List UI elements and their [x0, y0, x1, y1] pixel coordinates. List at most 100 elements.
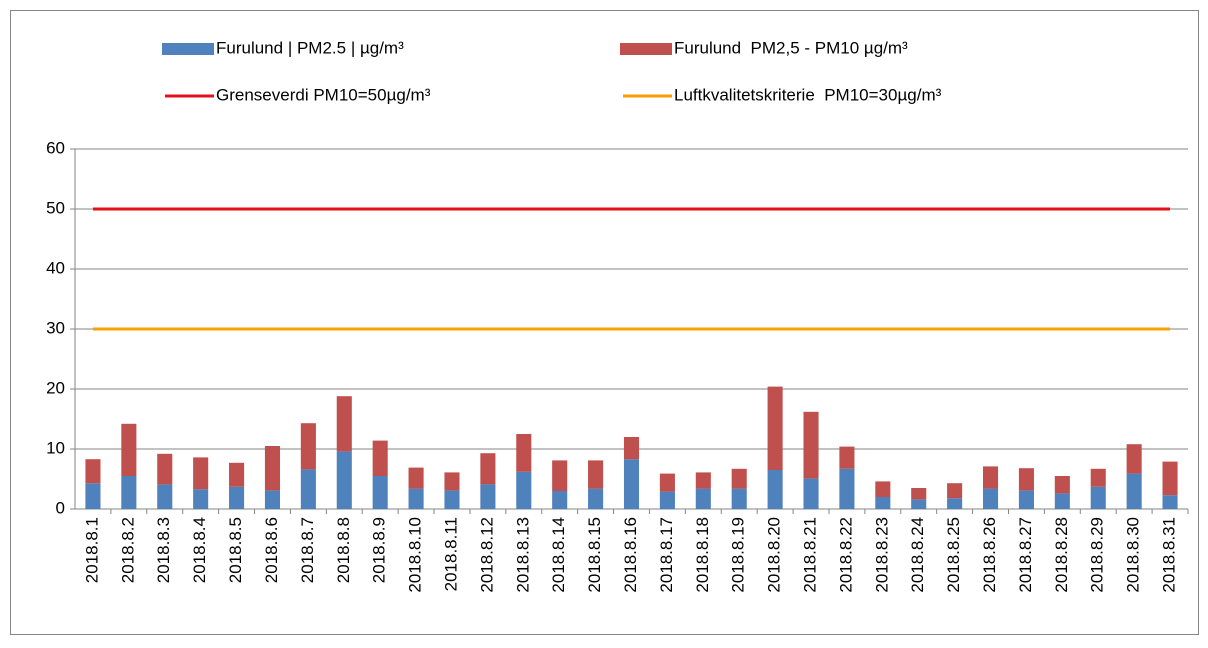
- x-tick-label: 2018.8.27: [1016, 517, 1035, 593]
- bar: [336, 451, 352, 509]
- x-tick-label: 2018.8.12: [477, 517, 496, 593]
- bar: [229, 462, 245, 487]
- bar: [480, 453, 496, 485]
- bar: [695, 472, 711, 489]
- x-tick-label: 2018.8.29: [1088, 517, 1107, 593]
- bar: [1054, 493, 1070, 509]
- bar: [1090, 486, 1106, 509]
- bar: [1090, 468, 1106, 487]
- bar: [803, 478, 819, 509]
- bar: [157, 484, 173, 509]
- bar: [516, 434, 532, 472]
- x-tick-label: 2018.8.31: [1160, 517, 1179, 593]
- bar: [659, 491, 675, 509]
- x-tick-label: 2018.8.16: [621, 517, 640, 593]
- bar: [588, 488, 604, 509]
- legend-label: Furulund PM2,5 - PM10 µg/m³: [674, 38, 908, 57]
- x-tick-label: 2018.8.6: [262, 517, 281, 583]
- bar: [1018, 468, 1034, 491]
- x-tick-label: 2018.8.14: [549, 517, 568, 593]
- bar: [1162, 461, 1178, 496]
- y-tick-label: 50: [46, 198, 65, 217]
- x-tick-label: 2018.8.10: [406, 517, 425, 593]
- bar: [372, 476, 388, 509]
- x-tick-label: 2018.8.15: [585, 517, 604, 593]
- bar: [480, 484, 496, 509]
- x-tick-label: 2018.8.19: [729, 517, 748, 593]
- bar: [264, 446, 281, 491]
- x-tick-label: 2018.8.2: [118, 517, 137, 583]
- bar: [121, 476, 137, 509]
- bar: [839, 446, 855, 469]
- x-tick-label: 2018.8.13: [513, 517, 532, 593]
- y-tick-label: 10: [46, 438, 65, 457]
- x-tick-label: 2018.8.9: [370, 517, 389, 583]
- bar: [1054, 476, 1070, 494]
- legend-label: Grenseverdi PM10=50µg/m³: [216, 85, 431, 104]
- bar: [408, 488, 424, 509]
- bar: [911, 499, 927, 509]
- x-tick-label: 2018.8.4: [190, 517, 209, 583]
- x-tick-label: 2018.8.18: [693, 517, 712, 593]
- bar: [516, 471, 532, 509]
- bar: [1126, 444, 1142, 474]
- x-tick-label: 2018.8.11: [441, 517, 460, 591]
- y-tick-label: 20: [46, 378, 65, 397]
- x-tick-label: 2018.8.21: [801, 517, 820, 593]
- x-tick-label: 2018.8.25: [944, 517, 963, 593]
- x-tick-label: 2018.8.1: [82, 517, 101, 583]
- bar: [947, 483, 963, 499]
- chart-border: [10, 10, 1199, 635]
- bar: [731, 488, 747, 509]
- bar: [121, 423, 137, 476]
- bar: [300, 423, 316, 470]
- bar: [336, 396, 352, 452]
- bar: [659, 473, 675, 492]
- bar: [229, 486, 245, 509]
- bar: [408, 467, 424, 489]
- bar: [193, 489, 209, 509]
- x-tick-label: 2018.8.17: [657, 517, 676, 593]
- bar: [767, 470, 783, 509]
- bar: [552, 460, 568, 491]
- bar: [875, 497, 891, 509]
- y-tick-label: 0: [56, 498, 65, 517]
- x-tick-label: 2018.8.30: [1124, 517, 1143, 593]
- bar: [982, 466, 999, 489]
- bar: [85, 459, 101, 484]
- y-tick-label: 30: [46, 318, 65, 337]
- legend-label: Furulund | PM2.5 | µg/m³: [216, 38, 404, 57]
- bar: [695, 488, 711, 509]
- x-tick-label: 2018.8.24: [908, 517, 927, 593]
- x-tick-label: 2018.8.5: [226, 517, 245, 583]
- bar: [623, 437, 640, 460]
- bar: [193, 457, 209, 490]
- bar: [444, 490, 460, 509]
- y-tick-label: 60: [46, 138, 65, 157]
- x-tick-label: 2018.8.26: [980, 517, 999, 593]
- x-tick-label: 2018.8.3: [154, 517, 173, 583]
- bar: [1126, 473, 1142, 509]
- x-tick-label: 2018.8.8: [334, 517, 353, 583]
- bar: [300, 469, 316, 509]
- y-tick-label: 40: [46, 258, 65, 277]
- bar: [982, 488, 999, 509]
- legend-swatch: [620, 43, 672, 55]
- legend-label: Luftkvalitetskriterie PM10=30µg/m³: [674, 85, 942, 104]
- x-tick-label: 2018.8.20: [765, 517, 784, 593]
- bar: [372, 440, 388, 476]
- legend-swatch: [162, 43, 214, 55]
- bar: [911, 488, 927, 500]
- bar: [552, 491, 568, 509]
- bar: [731, 468, 747, 489]
- bar: [947, 498, 963, 509]
- bar: [875, 481, 891, 497]
- bar: [85, 483, 101, 509]
- bar: [803, 411, 819, 479]
- bar: [588, 460, 604, 489]
- bar: [839, 468, 855, 509]
- bar: [444, 472, 460, 491]
- x-tick-label: 2018.8.7: [298, 517, 317, 583]
- bar: [157, 453, 173, 485]
- x-tick-label: 2018.8.23: [872, 517, 891, 593]
